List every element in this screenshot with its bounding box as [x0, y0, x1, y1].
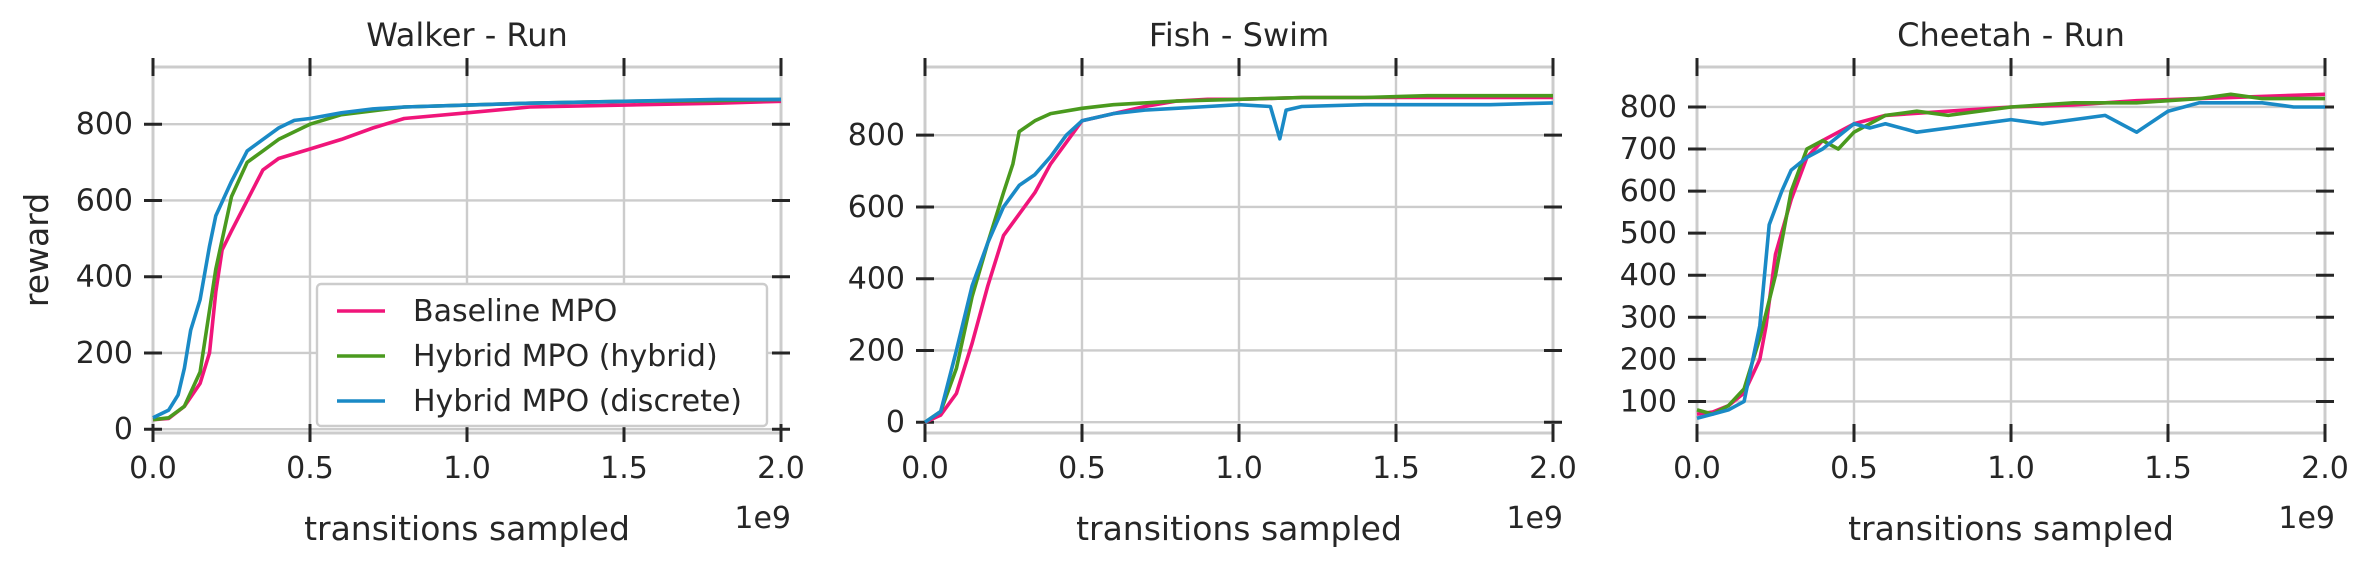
x-tick-label: 1.5 [2144, 451, 2192, 486]
y-tick-label: 200 [848, 333, 905, 368]
chart-title: Walker - Run [366, 16, 568, 54]
y-tick-label: 400 [76, 260, 133, 295]
y-tick-label: 600 [848, 190, 905, 225]
y-tick-label: 700 [1620, 132, 1677, 167]
x-tick-label: 1.0 [443, 451, 491, 486]
x-axis-label: transitions sampled [1076, 509, 1402, 548]
legend: Baseline MPO Hybrid MPO (hybrid) Hybrid MP… [315, 282, 769, 428]
y-tick-label: 600 [76, 183, 133, 218]
x-tick-label: 2.0 [2301, 451, 2349, 486]
x-offset-label: 1e9 [2278, 501, 2335, 536]
y-tick-label: 300 [1620, 300, 1677, 335]
x-tick-label: 0.0 [129, 451, 177, 486]
x-tick-label: 2.0 [1529, 451, 1577, 486]
x-tick-label: 1.5 [600, 451, 648, 486]
legend-label: Hybrid MPO (discrete) [413, 384, 742, 419]
legend-label: Hybrid MPO (hybrid) [413, 339, 718, 374]
chart-title: Fish - Swim [1149, 16, 1329, 54]
x-tick-label: 0.0 [1673, 451, 1721, 486]
x-tick-label: 1.0 [1215, 451, 1263, 486]
panel-1: 0.0 0.5 1.0 1.5 2.0 0 200 400 600 800 Walker - Run… [17, 16, 805, 548]
y-tick-label: 200 [76, 336, 133, 371]
x-axis-label: transitions sampled [304, 509, 630, 548]
x-tick-label: 1.0 [1987, 451, 2035, 486]
y-tick-label: 400 [1620, 258, 1677, 293]
y-tick-label: 0 [886, 405, 905, 440]
x-axis-label: transitions sampled [1848, 509, 2174, 548]
y-tick-label: 600 [1620, 174, 1677, 209]
x-tick-label: 2.0 [757, 451, 805, 486]
legend-label: Baseline MPO [413, 294, 617, 329]
y-tick-label: 800 [848, 118, 905, 153]
y-tick-label: 800 [1620, 90, 1677, 125]
panel-3: 0.0 0.5 1.0 1.5 2.0 100 200 300 400 500 600 700 800 C… [1620, 16, 2349, 548]
series-line-hybrid [923, 93, 1553, 424]
x-tick-label: 0.0 [901, 451, 949, 486]
y-tick-label: 200 [1620, 342, 1677, 377]
x-tick-label: 1.5 [1372, 451, 1420, 486]
y-tick-label: 800 [76, 107, 133, 142]
x-tick-label: 0.5 [1058, 451, 1106, 486]
series-line-discrete [923, 101, 1554, 424]
y-tick-label: 100 [1620, 384, 1677, 419]
x-tick-label: 0.5 [286, 451, 334, 486]
chart-title: Cheetah - Run [1897, 16, 2125, 54]
x-tick-label: 0.5 [1830, 451, 1878, 486]
y-tick-label: 500 [1620, 216, 1677, 251]
y-tick-label: 0 [114, 412, 133, 447]
series-line-baseline [152, 99, 782, 422]
x-offset-label: 1e9 [734, 501, 791, 536]
legend-frame [315, 282, 769, 428]
panel-2: 0.0 0.5 1.0 1.5 2.0 0 200 400 600 800 Fish - Swim t… [848, 16, 1577, 548]
series-line-discrete [1696, 101, 2325, 421]
x-offset-label: 1e9 [1506, 501, 1563, 536]
y-tick-label: 400 [848, 262, 905, 297]
y-axis-label: reward [17, 193, 56, 307]
series-line-discrete [152, 97, 781, 420]
